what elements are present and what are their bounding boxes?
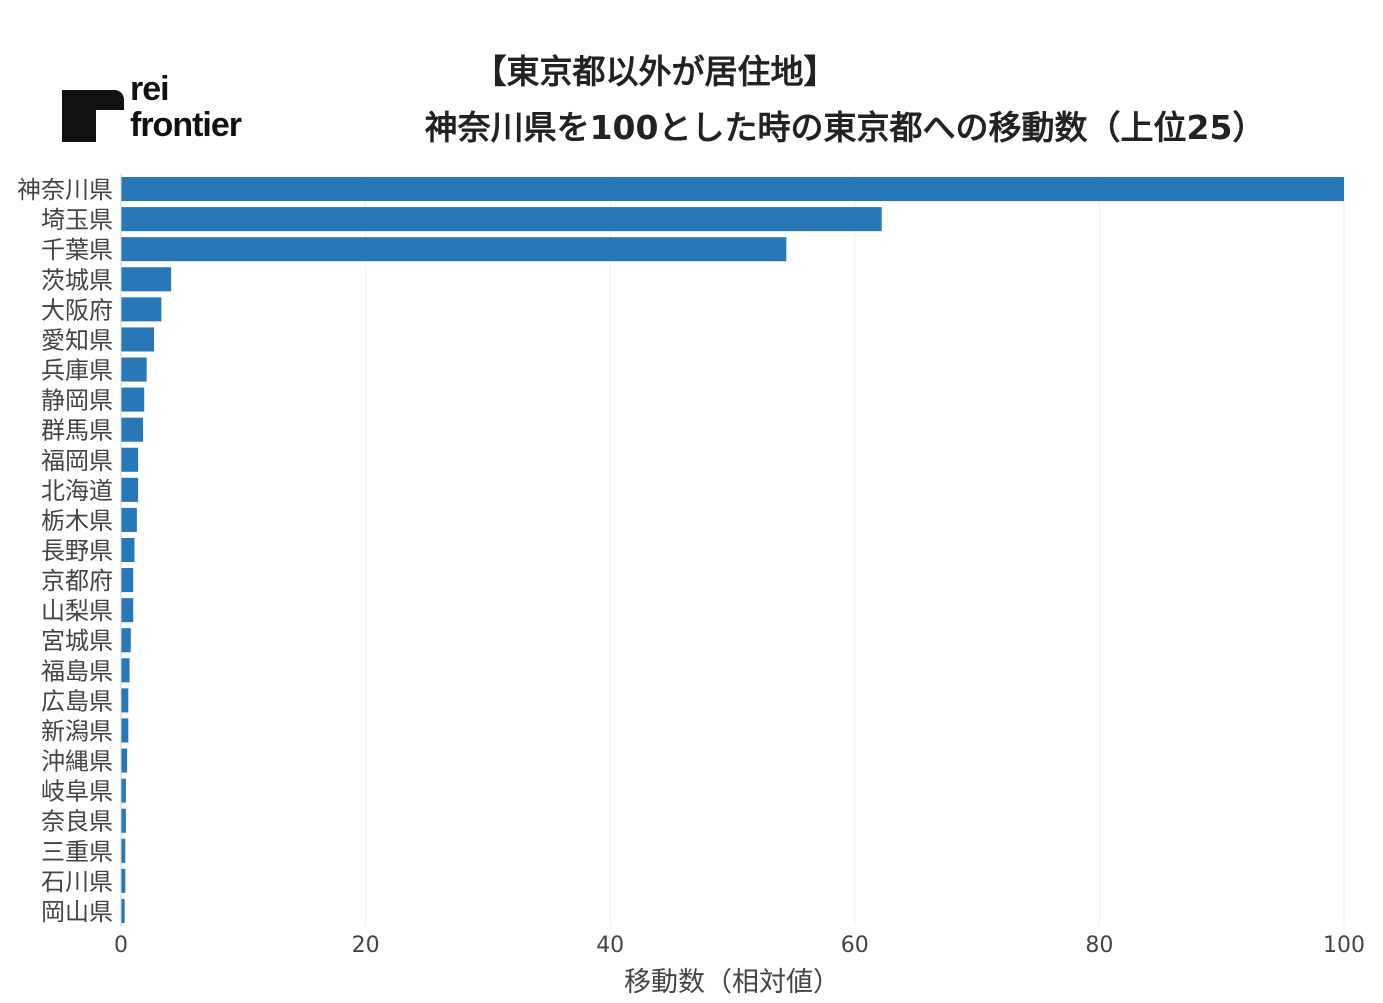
bar-4 (121, 297, 162, 322)
y-tick-label: 三重県 (41, 838, 113, 866)
y-tick-label: 広島県 (41, 687, 113, 715)
y-tick-label: 長野県 (41, 537, 113, 565)
bar-18 (121, 718, 129, 743)
logo-mark-icon (62, 90, 124, 142)
x-tick-label: 100 (1323, 933, 1365, 958)
bar-5 (121, 327, 155, 352)
bar-15 (121, 628, 131, 653)
y-tick-label: 静岡県 (41, 387, 113, 415)
bar-19 (121, 748, 128, 773)
y-tick-label: 茨城県 (41, 266, 113, 294)
bar-20 (121, 778, 126, 803)
bar-24 (121, 898, 125, 923)
y-tick-label: 福島県 (41, 657, 113, 685)
bar-7 (121, 387, 145, 412)
x-tick-label: 80 (1085, 933, 1113, 958)
y-tick-label: 北海道 (41, 477, 113, 505)
y-tick-label: 岐阜県 (41, 778, 113, 806)
bar-13 (121, 568, 134, 593)
chart-title: 【東京都以外が居住地】 神奈川県を100とした時の東京都への移動数（上位25） (330, 44, 1360, 156)
y-tick-label: 千葉県 (41, 236, 113, 264)
x-tick-label: 20 (352, 933, 380, 958)
logo-text-rei: rei (130, 70, 170, 108)
x-tick-label: 40 (596, 933, 624, 958)
bar-9 (121, 447, 139, 472)
y-tick-label: 兵庫県 (41, 357, 113, 385)
bar-3 (121, 267, 172, 292)
bar-8 (121, 417, 144, 442)
x-tick-label: 0 (114, 933, 128, 958)
y-tick-label: 沖縄県 (41, 748, 113, 776)
bar-12 (121, 537, 135, 563)
bar-14 (121, 598, 134, 623)
y-tick-label: 京都府 (41, 567, 113, 595)
y-tick-label: 大阪府 (41, 296, 113, 324)
y-tick-label: 愛知県 (41, 326, 113, 354)
rei-frontier-logo: rei frontier (62, 72, 272, 152)
y-tick-label: 福岡県 (41, 447, 113, 475)
bar-23 (121, 868, 126, 893)
y-tick-label: 奈良県 (41, 808, 113, 836)
chart-title-line-1: 【東京都以外が居住地】 (473, 52, 837, 91)
bar-6 (121, 357, 147, 382)
bar-0 (121, 177, 1344, 202)
x-axis-label: 移動数（相対値） (624, 967, 840, 998)
bar-16 (121, 658, 130, 683)
bar-11 (121, 507, 137, 532)
y-tick-label: 神奈川県 (17, 176, 113, 204)
y-tick-label: 新潟県 (41, 717, 113, 745)
bar-21 (121, 808, 126, 833)
chart-title-line-2: 神奈川県を100とした時の東京都への移動数（上位25） (424, 108, 1266, 147)
y-tick-label: 石川県 (41, 868, 113, 896)
bar-17 (121, 688, 129, 713)
y-tick-label: 岡山県 (41, 898, 113, 926)
y-tick-label: 宮城県 (41, 627, 113, 655)
bar-22 (121, 838, 126, 863)
y-tick-label: 山梨県 (41, 597, 113, 625)
x-tick-label: 60 (841, 933, 869, 958)
bar-10 (121, 477, 139, 502)
y-tick-label: 群馬県 (41, 417, 113, 445)
y-tick-label: 埼玉県 (41, 206, 113, 234)
logo-text-frontier: frontier (130, 106, 242, 144)
bar-2 (121, 237, 787, 262)
y-tick-label: 栃木県 (41, 507, 113, 535)
bar-1 (121, 207, 882, 232)
